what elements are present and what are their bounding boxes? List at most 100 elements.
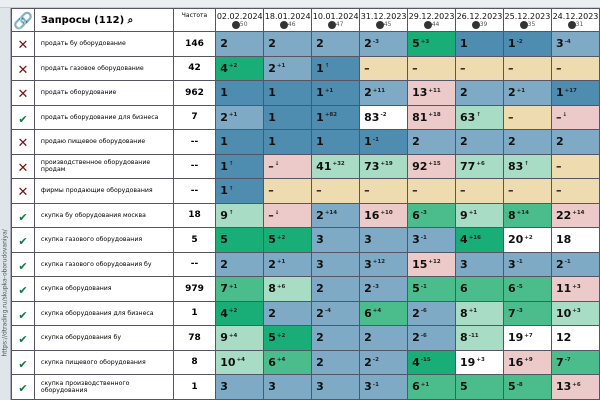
position-cell[interactable]: 1 [311,129,361,155]
check-icon[interactable]: ✔ [11,374,35,400]
position-cell[interactable]: 81+18 [407,104,457,130]
position-cell[interactable]: 1-2 [502,31,552,57]
query-text[interactable]: фирмы продающие оборудования [33,178,174,204]
query-text[interactable]: скупка оборудования [33,276,174,302]
query-text[interactable]: производственное оборудование продам [33,153,174,179]
position-cell[interactable]: 5 [215,227,265,253]
position-cell[interactable]: 3-1 [502,251,552,277]
position-cell[interactable]: 4-15 [407,349,457,375]
position-cell[interactable]: 3 [359,227,409,253]
position-cell[interactable]: 8-11 [455,325,504,351]
queries-header[interactable]: Запросы (112) ⌕ [33,8,174,32]
position-cell[interactable]: 10+4 [215,349,265,375]
position-cell[interactable]: 4+2 [215,55,265,81]
position-cell[interactable]: 2 [311,276,361,302]
query-text[interactable]: скупка газового оборудования бу [33,251,174,277]
position-cell[interactable]: – [311,178,361,204]
position-cell[interactable]: – [359,55,409,81]
position-cell[interactable]: 16+9 [502,349,552,375]
date-column-header[interactable]: 02.02.2024 50 [215,8,265,32]
position-cell[interactable]: 1-1 [359,129,409,155]
position-cell[interactable]: 1 [263,104,313,130]
position-cell[interactable]: 1 [263,80,313,106]
position-cell[interactable]: 5+2 [263,227,313,253]
position-cell[interactable]: 1↑ [311,55,361,81]
position-cell[interactable]: 9+1 [455,202,504,228]
position-cell[interactable]: 1 [263,129,313,155]
query-text[interactable]: продаю пищевое оборудование [33,129,174,155]
query-text[interactable]: продать бу оборудование [33,31,174,57]
date-column-header[interactable]: 10.01.2024 47 [311,8,361,32]
cross-icon[interactable]: ✕ [11,31,35,57]
position-cell[interactable]: 77+6 [455,153,504,179]
position-cell[interactable]: 3-4 [550,31,600,57]
cross-icon[interactable]: ✕ [11,129,35,155]
position-cell[interactable]: 92+15 [407,153,457,179]
position-cell[interactable]: 3 [311,374,361,400]
position-cell[interactable]: 3-1 [359,374,409,400]
check-icon[interactable]: ✔ [11,202,35,228]
position-cell[interactable]: 5-8 [502,374,552,400]
position-cell[interactable]: 2-1 [550,251,600,277]
position-cell[interactable]: – [502,178,552,204]
position-cell[interactable]: 1↑ [215,178,265,204]
position-cell[interactable]: 2 [263,300,313,326]
position-cell[interactable]: 5+2 [263,325,313,351]
position-cell[interactable]: 73+19 [359,153,409,179]
check-icon[interactable]: ✔ [11,276,35,302]
position-cell[interactable]: 1 [455,31,504,57]
query-text[interactable]: скупка бу оборудования москва [33,202,174,228]
position-cell[interactable]: 6-3 [407,202,457,228]
position-cell[interactable]: 2 [215,251,265,277]
cross-icon[interactable]: ✕ [11,178,35,204]
position-cell[interactable]: 19+7 [502,325,552,351]
query-text[interactable]: скупка производственного оборудования [33,374,174,400]
position-cell[interactable]: 2+1 [215,104,265,130]
frequency-header[interactable]: Частота [172,8,217,32]
position-cell[interactable]: 3-1 [407,227,457,253]
position-cell[interactable]: 8+14 [502,202,552,228]
position-cell[interactable]: – [407,55,457,81]
position-cell[interactable]: 9↑ [215,202,265,228]
position-cell[interactable]: 19+3 [455,349,504,375]
position-cell[interactable]: 2 [263,31,313,57]
position-cell[interactable]: – [502,55,552,81]
position-cell[interactable]: 1 [215,80,265,106]
position-cell[interactable]: –↓ [550,104,600,130]
position-cell[interactable]: – [455,55,504,81]
position-cell[interactable]: 6 [455,276,504,302]
position-cell[interactable]: – [359,178,409,204]
date-column-header[interactable]: 18.01.2024 46 [263,8,313,32]
position-cell[interactable]: 11+3 [550,276,600,302]
position-cell[interactable]: 2 [311,325,361,351]
position-cell[interactable]: 3+12 [359,251,409,277]
position-cell[interactable]: 5+3 [407,31,457,57]
position-cell[interactable]: 2 [407,129,457,155]
position-cell[interactable]: 1 [215,129,265,155]
position-cell[interactable]: 7-7 [550,349,600,375]
position-cell[interactable]: 2 [455,129,504,155]
query-text[interactable]: скупка пищевого оборудования [33,349,174,375]
position-cell[interactable]: 2 [311,349,361,375]
position-cell[interactable]: 2+1 [263,251,313,277]
position-cell[interactable]: 2-3 [359,276,409,302]
position-cell[interactable]: 12 [550,325,600,351]
position-cell[interactable]: – [550,178,600,204]
position-cell[interactable]: 1+1 [311,80,361,106]
position-cell[interactable]: 8+1 [455,300,504,326]
position-cell[interactable]: 2-6 [407,325,457,351]
position-cell[interactable]: 9+4 [215,325,265,351]
position-cell[interactable]: –↓ [263,202,313,228]
position-cell[interactable]: 2 [311,31,361,57]
date-column-header[interactable]: 25.12.2023 35 [502,8,552,32]
position-cell[interactable]: 4+16 [455,227,504,253]
position-cell[interactable]: 3 [311,227,361,253]
date-column-header[interactable]: 24.12.2023 31 [550,8,600,32]
position-cell[interactable]: 15+12 [407,251,457,277]
position-cell[interactable]: 6+4 [359,300,409,326]
date-column-header[interactable]: 26.12.2023 39 [455,8,504,32]
position-cell[interactable]: – [550,55,600,81]
position-cell[interactable]: 1+17 [550,80,600,106]
position-cell[interactable]: 83-2 [359,104,409,130]
position-cell[interactable]: 4+2 [215,300,265,326]
